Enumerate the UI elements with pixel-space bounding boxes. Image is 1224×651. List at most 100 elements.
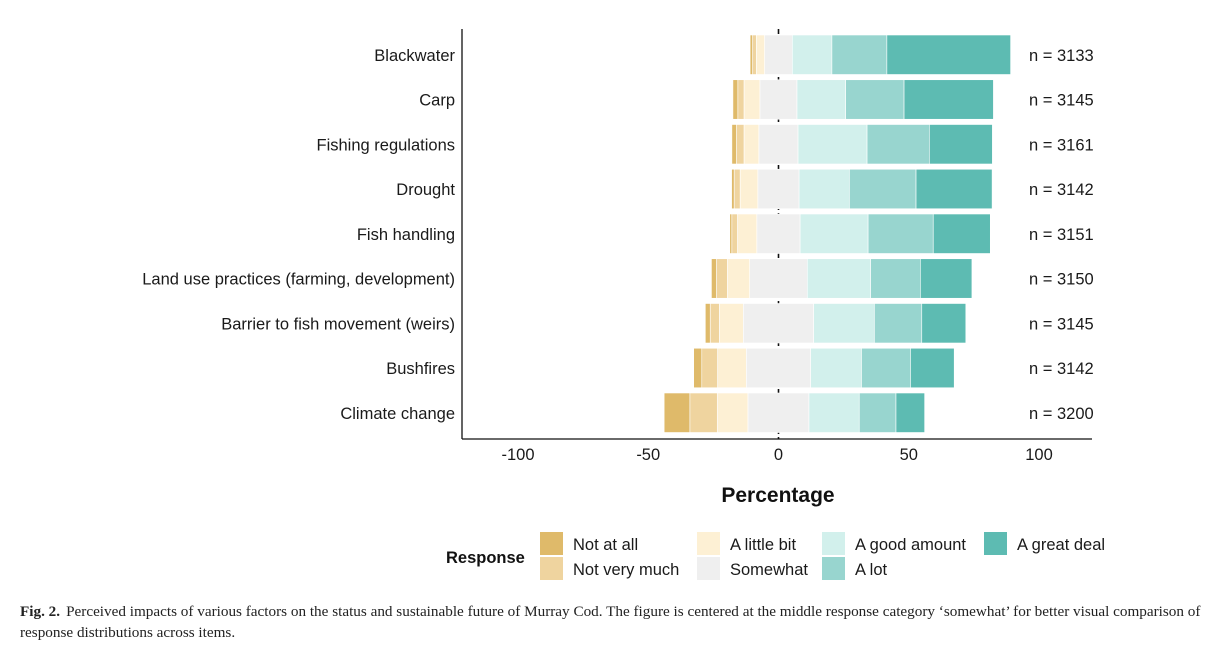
bar-segment-a-little-bit bbox=[756, 34, 765, 75]
bar-segment-a-good-amount bbox=[799, 213, 869, 254]
bar-segment-a-good-amount bbox=[798, 168, 850, 210]
legend-label: Not very much bbox=[573, 561, 679, 579]
bar-segment-not-very-much bbox=[701, 347, 718, 389]
bar-segment-somewhat bbox=[756, 213, 801, 254]
bar-row-barrier-to-fish-movement-weirs bbox=[704, 303, 967, 344]
bar-segment-not-at-all bbox=[711, 258, 717, 299]
legend-label: A lot bbox=[855, 561, 888, 579]
bar-segment-somewhat bbox=[764, 34, 793, 75]
n-label: n = 3133 bbox=[1029, 47, 1094, 65]
bar-segment-not-at-all bbox=[732, 79, 739, 120]
bar-segment-a-great-deal bbox=[895, 392, 925, 433]
legend-label: A great deal bbox=[1017, 536, 1105, 554]
bar-segment-a-lot bbox=[870, 258, 921, 299]
legend-items: Not at all Not very much A little bit Somew… bbox=[540, 532, 1105, 580]
bar-segment-a-good-amount bbox=[797, 124, 868, 165]
bar-segment-somewhat bbox=[747, 392, 810, 433]
legend-item-a-good-amount: A good amount bbox=[822, 532, 966, 555]
legend-swatch bbox=[984, 532, 1007, 555]
legend-label: Somewhat bbox=[730, 561, 808, 579]
bar-segment-a-lot bbox=[867, 213, 934, 254]
bar-segment-a-lot bbox=[849, 168, 917, 210]
bar-segment-somewhat bbox=[749, 258, 808, 299]
bar-segment-not-at-all bbox=[663, 392, 691, 433]
category-label: Land use practices (farming, development… bbox=[142, 271, 455, 289]
bar-segment-not-very-much bbox=[709, 303, 720, 344]
bar-segment-not-at-all bbox=[731, 168, 735, 210]
bar-segment-a-good-amount bbox=[813, 303, 875, 344]
legend: Response Not at all Not very much A little… bbox=[446, 532, 1105, 580]
bar-segment-not-at-all bbox=[704, 303, 711, 344]
bar-row-blackwater bbox=[749, 34, 1011, 75]
n-label: n = 3145 bbox=[1029, 315, 1094, 333]
legend-item-a-little-bit: A little bit bbox=[697, 532, 796, 555]
category-label: Blackwater bbox=[374, 47, 455, 65]
legend-swatch bbox=[697, 532, 720, 555]
bar-segment-a-lot bbox=[831, 34, 888, 75]
bar-row-carp bbox=[732, 79, 994, 120]
x-tick-label: 50 bbox=[900, 446, 918, 464]
bar-segment-somewhat bbox=[759, 79, 798, 120]
n-label: n = 3151 bbox=[1029, 226, 1094, 244]
x-tick-label: 100 bbox=[1025, 446, 1053, 464]
n-label: n = 3200 bbox=[1029, 405, 1094, 423]
bar-segment-a-little-bit bbox=[743, 79, 761, 120]
legend-title: Response bbox=[446, 549, 525, 567]
legend-swatch bbox=[697, 557, 720, 580]
bar-segment-a-great-deal bbox=[910, 347, 955, 389]
bar-segment-a-little-bit bbox=[739, 168, 759, 210]
bar-segment-not-at-all bbox=[731, 124, 737, 165]
bar-segment-a-little-bit bbox=[727, 258, 751, 299]
legend-swatch bbox=[822, 557, 845, 580]
category-label: Carp bbox=[419, 92, 455, 110]
likert-chart: Blackwater Carp Fishing regulations Drought… bbox=[142, 29, 1105, 580]
category-labels: Blackwater Carp Fishing regulations Drought… bbox=[142, 47, 455, 423]
category-label: Bushfires bbox=[386, 360, 455, 378]
bar-segment-not-at-all bbox=[749, 34, 754, 75]
bar-segment-not-very-much bbox=[689, 392, 718, 433]
legend-label: A good amount bbox=[855, 536, 966, 554]
n-label: n = 3150 bbox=[1029, 271, 1094, 289]
bar-segment-a-great-deal bbox=[929, 124, 993, 165]
bar-row-bushfires bbox=[693, 347, 955, 389]
legend-swatch bbox=[540, 532, 563, 555]
bar-segment-not-at-all bbox=[693, 347, 703, 389]
bar-segment-a-great-deal bbox=[915, 168, 993, 210]
bar-segment-not-very-much bbox=[752, 34, 757, 75]
bar-segment-a-good-amount bbox=[808, 392, 860, 433]
legend-swatch bbox=[540, 557, 563, 580]
bar-row-land-use-practices-farming-development bbox=[711, 258, 973, 299]
n-label: n = 3142 bbox=[1029, 181, 1094, 199]
legend-item-not-at-all: Not at all bbox=[540, 532, 638, 555]
bar-segment-not-very-much bbox=[733, 168, 741, 210]
bar-segment-a-good-amount bbox=[810, 347, 862, 389]
bar-segment-not-very-much bbox=[737, 79, 745, 120]
bar-segment-not-very-much bbox=[716, 258, 728, 299]
x-axis-title: Percentage bbox=[721, 484, 834, 507]
category-label: Drought bbox=[396, 181, 455, 199]
bar-segment-a-lot bbox=[861, 347, 911, 389]
n-label: n = 3145 bbox=[1029, 92, 1094, 110]
n-label: n = 3142 bbox=[1029, 360, 1094, 378]
bar-segment-a-little-bit bbox=[719, 303, 744, 344]
bar-segment-a-good-amount bbox=[796, 79, 847, 120]
category-label: Fish handling bbox=[357, 226, 455, 244]
x-tick-labels: -100 -50 0 50 100 bbox=[501, 446, 1052, 464]
category-label: Fishing regulations bbox=[317, 136, 456, 154]
bar-segment-not-very-much bbox=[731, 213, 738, 254]
bar-segment-a-good-amount bbox=[792, 34, 833, 75]
bar-segment-a-lot bbox=[866, 124, 930, 165]
bar-segment-not-at-all bbox=[729, 213, 733, 254]
legend-item-a-great-deal: A great deal bbox=[984, 532, 1105, 555]
bar-segment-somewhat bbox=[746, 347, 811, 389]
n-labels: n = 3133 n = 3145 n = 3161 n = 3142 n = 3151… bbox=[1029, 47, 1094, 423]
bar-segment-a-great-deal bbox=[903, 79, 994, 120]
bar-segment-a-great-deal bbox=[886, 34, 1011, 75]
bar-segment-a-lot bbox=[858, 392, 897, 433]
legend-item-somewhat: Somewhat bbox=[697, 557, 808, 580]
bar-segment-somewhat bbox=[743, 303, 814, 344]
bar-row-fish-handling bbox=[729, 213, 991, 254]
caption-text: Perceived impacts of various factors on … bbox=[20, 603, 1201, 641]
bar-segment-a-great-deal bbox=[920, 258, 973, 299]
legend-label: Not at all bbox=[573, 536, 638, 554]
